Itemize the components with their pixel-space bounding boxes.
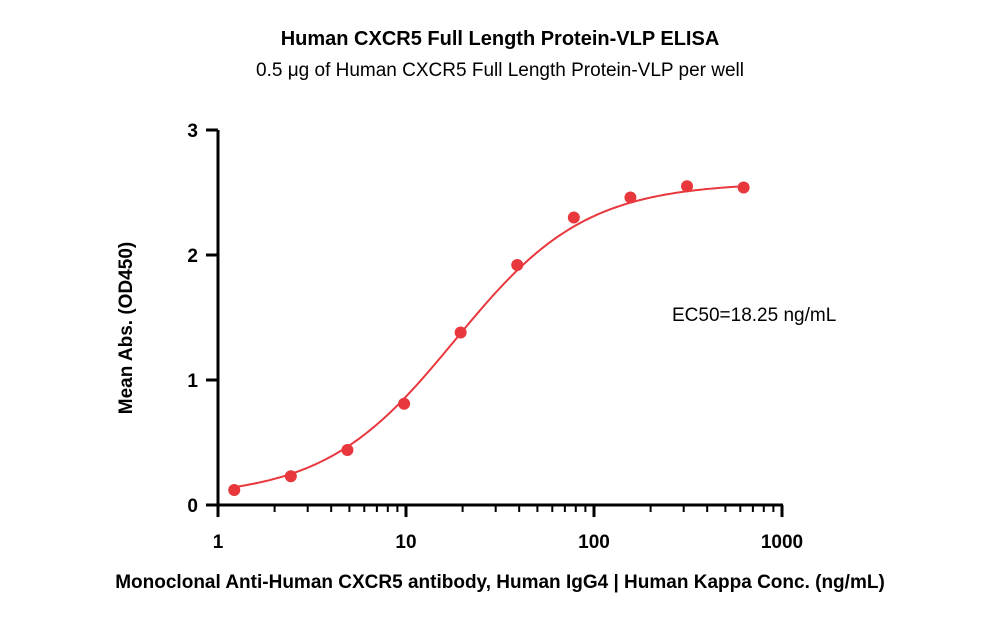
y-tick-label: 0 — [187, 496, 198, 517]
data-point — [228, 484, 241, 496]
ec50-annotation: EC50=18.25 ng/mL — [672, 305, 837, 326]
data-point — [511, 259, 524, 271]
data-point — [624, 191, 637, 204]
data-point — [454, 326, 467, 339]
x-axis-label: Monoclonal Anti-Human CXCR5 antibody, Hu… — [115, 572, 885, 593]
fit-curve-line — [234, 185, 744, 489]
fit-curve-layer — [234, 185, 744, 489]
y-tick-label: 3 — [187, 121, 198, 142]
y-tick-label: 1 — [187, 371, 198, 392]
y-tick-label: 2 — [187, 246, 198, 267]
x-tick-label: 10 — [395, 532, 416, 553]
data-point — [737, 181, 750, 194]
data-point — [398, 397, 411, 410]
data-point — [681, 180, 694, 193]
chart-title: Human CXCR5 Full Length Protein-VLP ELIS… — [280, 28, 720, 50]
x-tick-label: 1 — [213, 532, 224, 553]
data-point — [567, 211, 580, 224]
x-tick-label: 1000 — [761, 532, 803, 553]
data-point — [284, 470, 297, 483]
chart-subtitle: 0.5 μg of Human CXCR5 Full Length Protei… — [256, 60, 744, 81]
y-axis-label: Mean Abs. (OD450) — [116, 241, 137, 415]
x-tick-label: 100 — [578, 532, 610, 553]
data-points-layer — [228, 180, 750, 496]
data-point — [341, 444, 354, 456]
